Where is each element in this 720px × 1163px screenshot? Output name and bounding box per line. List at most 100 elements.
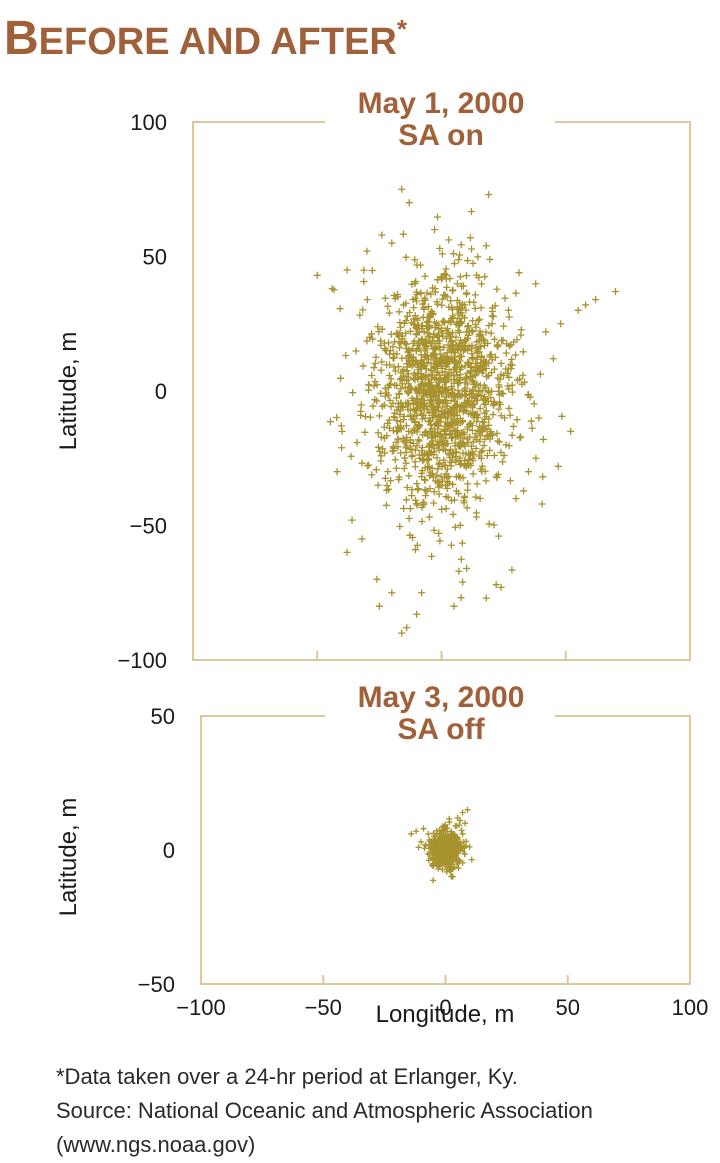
- scatter-point: [493, 473, 501, 482]
- scatter-point: [480, 441, 488, 450]
- scatter-point: [337, 444, 346, 452]
- scatter-series: [408, 806, 475, 884]
- scatter-point: [501, 294, 509, 302]
- scatter-point: [413, 501, 421, 509]
- scatter-point: [490, 335, 499, 343]
- scatter-point: [423, 432, 432, 440]
- scatter-point: [461, 362, 469, 370]
- scatter-point: [429, 334, 437, 342]
- scatter-point: [436, 343, 444, 351]
- scatter-point: [508, 388, 517, 396]
- scatter-point: [467, 345, 475, 353]
- scatter-point: [463, 397, 471, 405]
- scatter-point: [471, 304, 479, 313]
- scatter-point: [437, 355, 445, 363]
- scatter-point: [413, 541, 422, 549]
- scatter-point: [396, 318, 404, 327]
- scatter-point: [475, 386, 483, 395]
- scatter-point: [430, 363, 438, 371]
- scatter-point: [458, 827, 465, 834]
- scatter-point: [490, 521, 498, 529]
- scatter-point: [476, 437, 484, 446]
- scatter-point: [396, 410, 404, 419]
- scatter-point: [581, 301, 590, 309]
- scatter-point: [413, 411, 421, 420]
- scatter-point: [381, 346, 390, 355]
- scatter-point: [328, 285, 336, 293]
- scatter-point: [463, 486, 472, 494]
- scatter-point: [333, 413, 341, 422]
- scatter-point: [410, 303, 418, 312]
- scatter-point: [375, 602, 384, 610]
- scatter-point: [483, 425, 491, 434]
- chart-panel-sa-on: May 1, 2000 SA on 100 50 0 −50 −100 Latitude…: [55, 87, 691, 673]
- scatter-point: [343, 266, 351, 274]
- scatter-point: [378, 358, 386, 366]
- scatter-point: [435, 529, 443, 538]
- scatter-point: [412, 288, 421, 296]
- scatter-point: [445, 449, 454, 458]
- scatter-point: [382, 501, 391, 509]
- scatter-point: [392, 464, 401, 472]
- scatter-point: [451, 428, 459, 436]
- scatter-point: [447, 462, 455, 470]
- scatter-point: [423, 345, 431, 353]
- scatter-point: [402, 421, 410, 430]
- scatter-point: [403, 624, 411, 632]
- scatter-point: [482, 242, 490, 250]
- scatter-point: [422, 841, 429, 848]
- scatter-point: [490, 451, 499, 460]
- scatter-point: [446, 818, 453, 826]
- scatter-point: [482, 383, 490, 392]
- scatter-point: [386, 477, 395, 485]
- scatter-point: [459, 282, 468, 290]
- scatter-point: [347, 452, 355, 460]
- scatter-point: [461, 341, 470, 350]
- scatter-point: [403, 312, 411, 320]
- scatter-point: [406, 445, 414, 453]
- scatter-point: [476, 432, 485, 440]
- scatter-point: [413, 404, 421, 413]
- scatter-point: [430, 488, 438, 496]
- scatter-point: [464, 480, 472, 488]
- scatter-point: [419, 359, 427, 367]
- scatter-point: [363, 247, 371, 255]
- scatter-point: [446, 409, 455, 417]
- scatter-point: [510, 338, 518, 346]
- scatter-point: [442, 399, 451, 407]
- scatter-point: [418, 389, 427, 397]
- y-tick-label: −50: [138, 972, 175, 997]
- scatter-point: [417, 289, 425, 297]
- scatter-point: [441, 481, 450, 490]
- scatter-point: [504, 382, 512, 390]
- scatter-point: [505, 313, 513, 321]
- scatter-point: [377, 337, 385, 345]
- scatter-point: [440, 456, 448, 464]
- scatter-point: [357, 401, 365, 409]
- scatter-point: [558, 412, 566, 420]
- scatter-point: [462, 290, 470, 298]
- scatter-point: [439, 403, 447, 411]
- scatter-point: [357, 407, 365, 416]
- scatter-point: [445, 236, 453, 244]
- scatter-point: [472, 323, 480, 331]
- scatter-point: [454, 256, 463, 264]
- scatter-point: [425, 408, 433, 417]
- scatter-point: [368, 371, 376, 380]
- scatter-point: [469, 470, 477, 478]
- scatter-point: [452, 456, 460, 464]
- scatter-point: [506, 411, 514, 419]
- scatter-point: [370, 364, 378, 372]
- scatter-point: [519, 348, 527, 356]
- scatter-point: [434, 276, 442, 284]
- scatter-point: [459, 830, 466, 838]
- scatter-point: [427, 420, 435, 428]
- scatter-point: [473, 417, 481, 426]
- scatter-point: [433, 402, 441, 411]
- scatter-point: [417, 589, 426, 597]
- scatter-point: [530, 400, 538, 408]
- scatter-point: [377, 389, 385, 398]
- scatter-point: [359, 362, 367, 370]
- scatter-point: [407, 491, 416, 500]
- scatter-point: [400, 412, 408, 421]
